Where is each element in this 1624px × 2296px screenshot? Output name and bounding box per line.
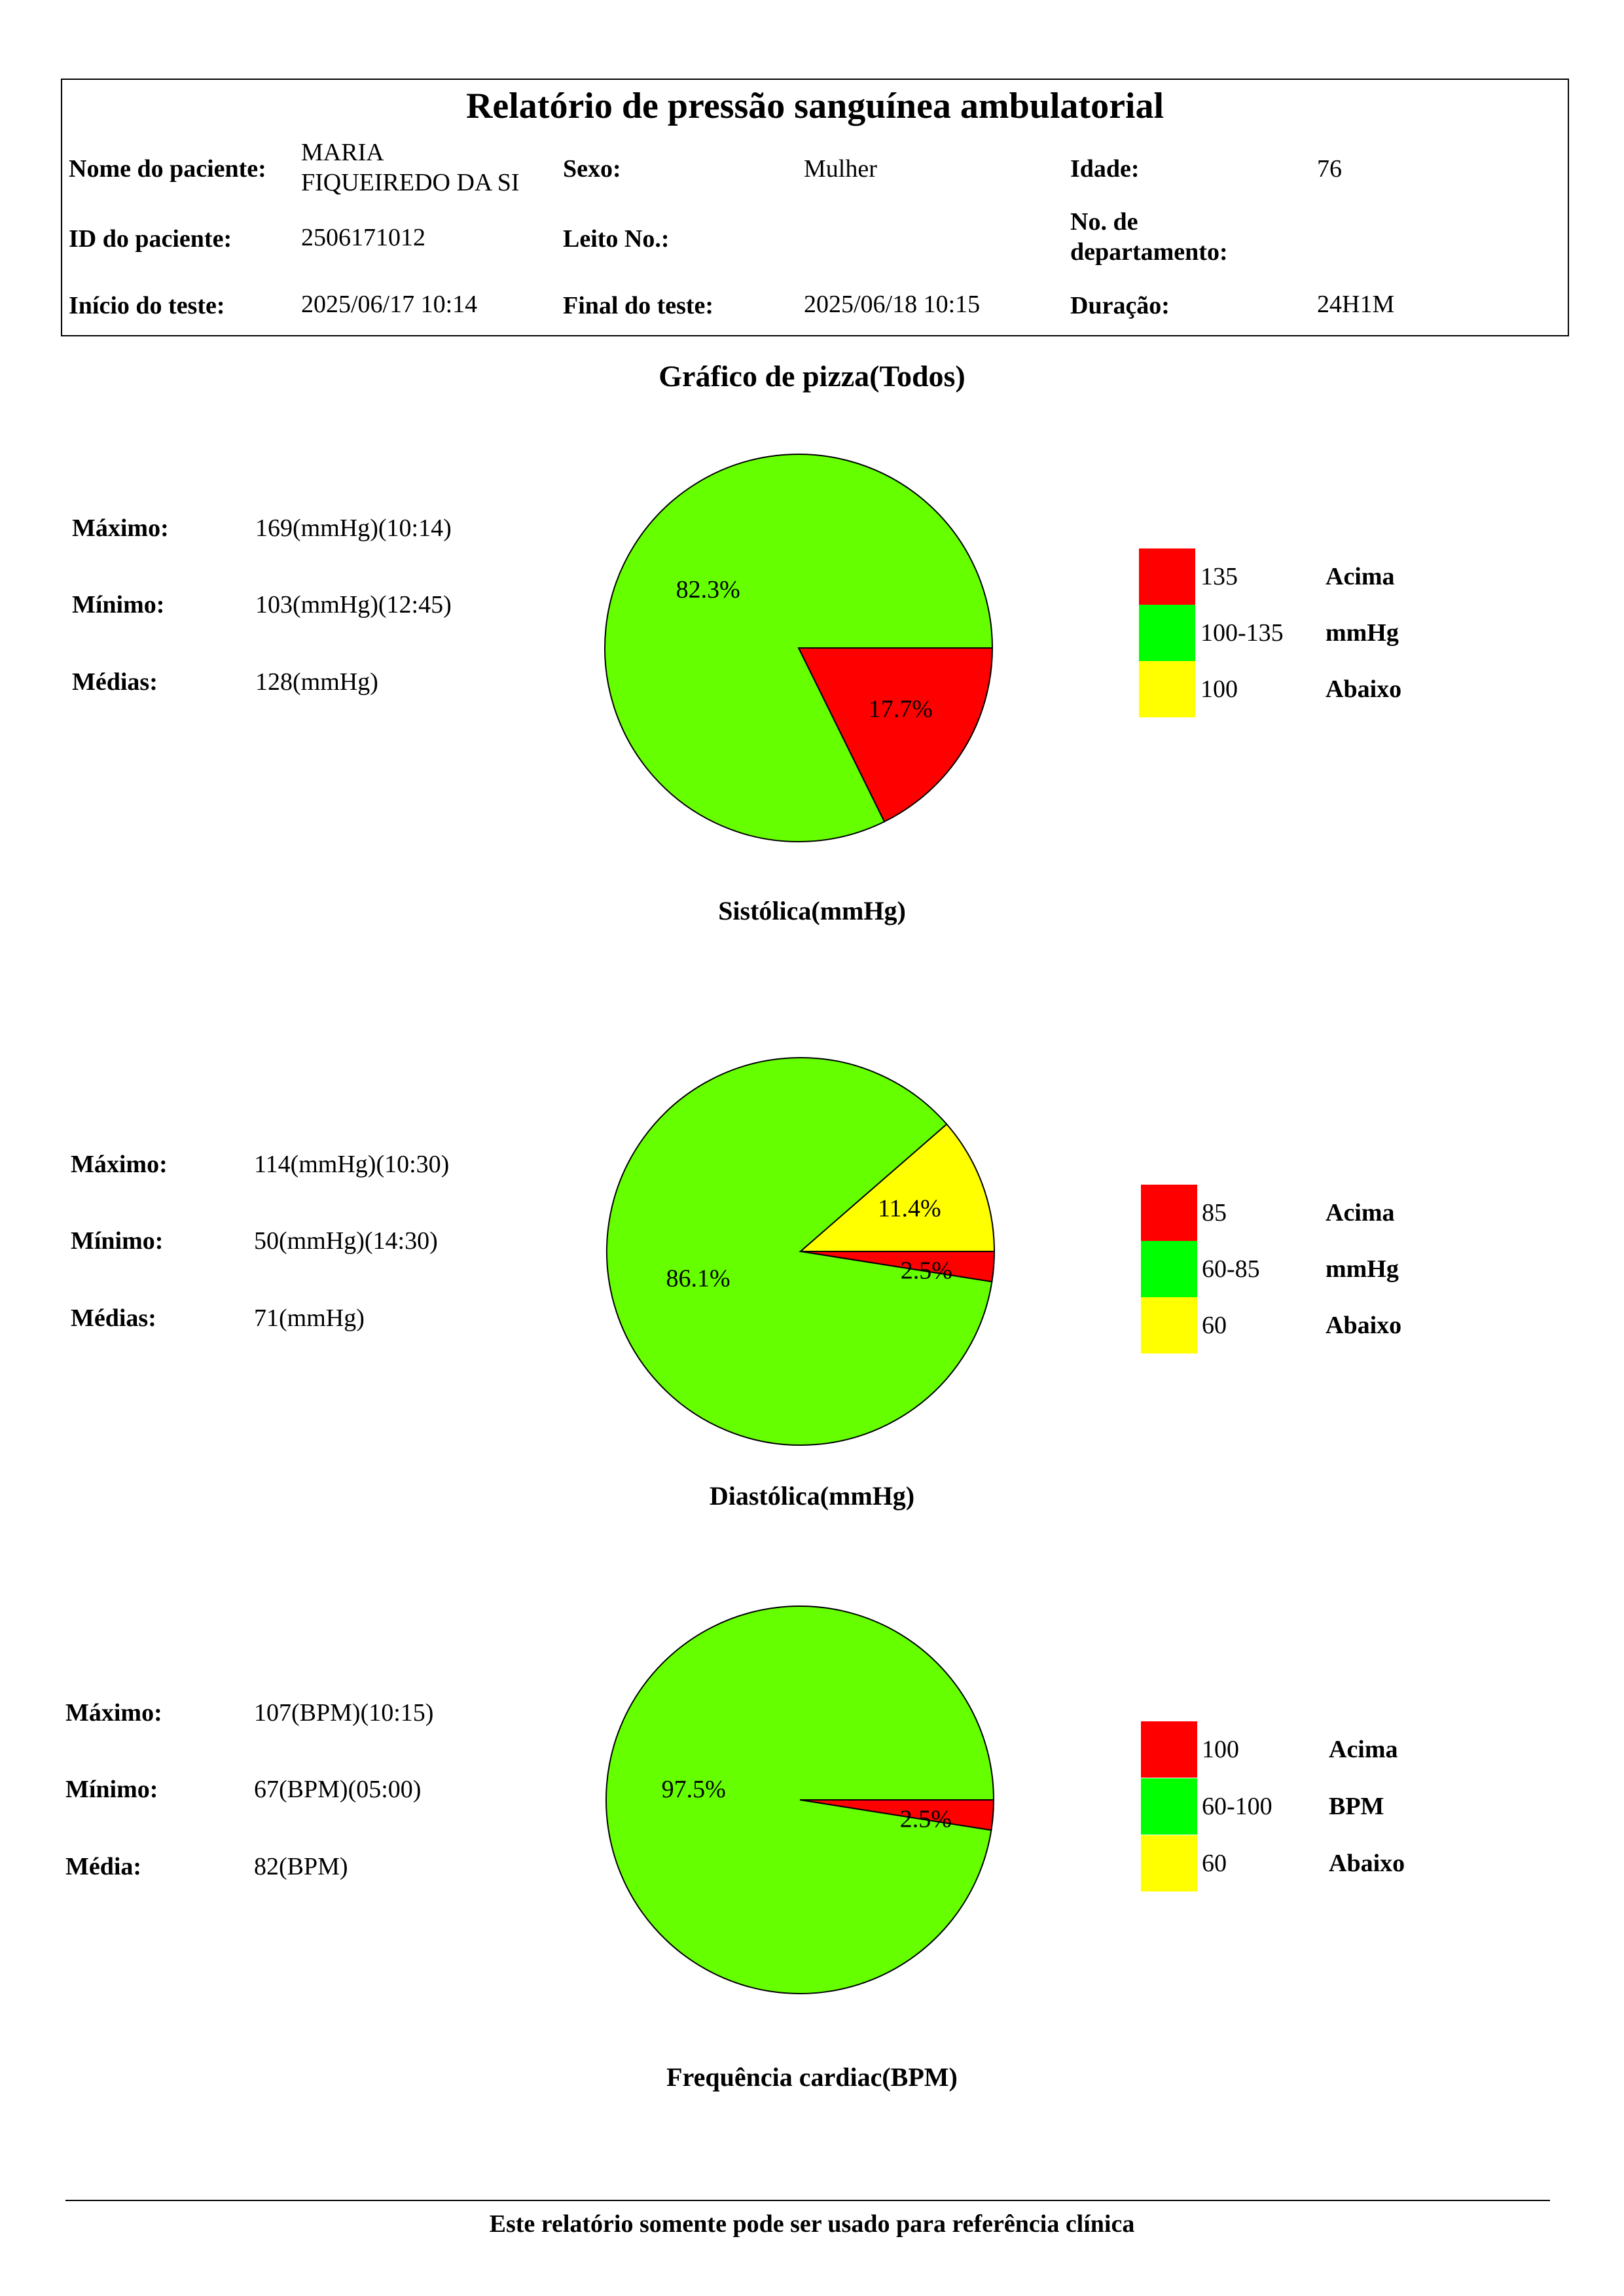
duration-label: Duração: bbox=[1070, 292, 1170, 319]
legend-range-below: 60 bbox=[1202, 1850, 1227, 1877]
diastolic-chart-title: Diastólica(mmHg) bbox=[709, 1481, 915, 1511]
diastolic-panel: Máximo: 114(mmHg)(10:30) Mínimo: 50(mmHg… bbox=[0, 1055, 1624, 1644]
legend-swatch-below bbox=[1141, 1835, 1197, 1892]
systolic-chart-title: Sistólica(mmHg) bbox=[718, 896, 906, 925]
stat-label-max: Máximo: bbox=[65, 1699, 162, 1727]
end-value: 2025/06/18 10:15 bbox=[804, 291, 981, 318]
pie-label-normal: 97.5% bbox=[662, 1776, 726, 1803]
legend-swatch-above bbox=[1141, 1185, 1197, 1241]
pie-label-below: 11.4% bbox=[878, 1194, 941, 1222]
patient-name-label: Nome do paciente: bbox=[69, 155, 266, 183]
legend-range-above: 135 bbox=[1200, 563, 1238, 590]
legend-label-below: Abaixo bbox=[1329, 1850, 1405, 1877]
stat-value-max: 114(mmHg)(10:30) bbox=[254, 1151, 450, 1178]
legend-swatch-above bbox=[1141, 1721, 1197, 1778]
legend-label-normal: mmHg bbox=[1326, 1255, 1399, 1283]
department-label-line1: No. de bbox=[1070, 208, 1138, 236]
legend-range-normal: 60-100 bbox=[1202, 1793, 1272, 1820]
stat-label-min: Mínimo: bbox=[72, 591, 165, 619]
legend-range-above: 85 bbox=[1202, 1199, 1227, 1227]
legend-range-below: 100 bbox=[1200, 675, 1238, 703]
legend-swatch-normal bbox=[1139, 605, 1195, 661]
stat-value-avg: 128(mmHg) bbox=[255, 668, 378, 696]
diastolic-pie-chart: 2.5% 86.1% 11.4% bbox=[606, 1057, 996, 1446]
pie-label-above: 2.5% bbox=[900, 1805, 952, 1833]
legend-swatch-normal bbox=[1141, 1778, 1197, 1835]
heart-rate-panel: Máximo: 107(BPM)(10:15) Mínimo: 67(BPM)(… bbox=[0, 1604, 1624, 2193]
legend-label-above: Acima bbox=[1326, 563, 1395, 590]
stat-label-max: Máximo: bbox=[71, 1151, 168, 1178]
legend-swatch-below bbox=[1141, 1297, 1197, 1354]
department-label-line2: departamento: bbox=[1070, 238, 1228, 266]
stat-label-max: Máximo: bbox=[72, 514, 169, 542]
report-title: Relatório de pressão sanguínea ambulator… bbox=[465, 86, 1164, 126]
legend-range-below: 60 bbox=[1202, 1312, 1227, 1339]
patient-name-line2: FIQUEIREDO DA SI bbox=[301, 169, 520, 196]
legend-label-above: Acima bbox=[1326, 1199, 1395, 1227]
stat-label-avg: Médias: bbox=[71, 1304, 156, 1332]
systolic-pie-chart: 17.7% 82.3% bbox=[604, 454, 994, 842]
legend-label-below: Abaixo bbox=[1326, 675, 1402, 703]
stat-value-max: 169(mmHg)(10:14) bbox=[255, 514, 452, 542]
pie-label-normal: 82.3% bbox=[676, 576, 740, 603]
page-title: Gráfico de pizza(Todos) bbox=[659, 359, 965, 393]
pie-label-above: 17.7% bbox=[869, 696, 933, 723]
patient-name-line1: MARIA bbox=[301, 139, 384, 166]
heart-rate-pie-chart: 2.5% 97.5% bbox=[605, 1605, 995, 1994]
start-value: 2025/06/17 10:14 bbox=[301, 291, 478, 318]
stat-value-avg: 71(mmHg) bbox=[254, 1304, 365, 1332]
legend-swatch-below bbox=[1139, 661, 1195, 717]
legend-swatch-normal bbox=[1141, 1241, 1197, 1297]
end-label: Final do teste: bbox=[563, 292, 714, 319]
patient-info-box: Relatório de pressão sanguínea ambulator… bbox=[61, 79, 1569, 336]
systolic-panel: Máximo: 169(mmHg)(10:14) Mínimo: 103(mmH… bbox=[0, 419, 1624, 1008]
start-label: Início do teste: bbox=[69, 292, 225, 319]
stat-value-max: 107(BPM)(10:15) bbox=[254, 1699, 434, 1727]
legend-label-below: Abaixo bbox=[1326, 1312, 1402, 1339]
heart-rate-chart-title: Frequência cardiac(BPM) bbox=[666, 2062, 958, 2092]
footer-note: Este relatório somente pode ser usado pa… bbox=[489, 2210, 1135, 2238]
pie-slice-normal bbox=[606, 1057, 993, 1446]
pie-slice-normal bbox=[605, 1605, 995, 1994]
stat-value-avg: 82(BPM) bbox=[254, 1853, 348, 1880]
legend-range-above: 100 bbox=[1202, 1736, 1239, 1763]
legend-label-above: Acima bbox=[1329, 1736, 1398, 1763]
stat-value-min: 67(BPM)(05:00) bbox=[254, 1776, 422, 1803]
legend-range-normal: 100-135 bbox=[1200, 619, 1284, 647]
pie-slice-normal bbox=[604, 454, 994, 842]
sex-value: Mulher bbox=[804, 155, 877, 183]
legend-label-normal: BPM bbox=[1329, 1793, 1384, 1820]
stat-value-min: 50(mmHg)(14:30) bbox=[254, 1227, 438, 1255]
age-value: 76 bbox=[1317, 155, 1342, 183]
stat-label-avg: Média: bbox=[65, 1853, 142, 1880]
legend-range-normal: 60-85 bbox=[1202, 1255, 1260, 1283]
legend-swatch-above bbox=[1139, 548, 1195, 605]
stat-value-min: 103(mmHg)(12:45) bbox=[255, 591, 452, 619]
pie-slice-above bbox=[797, 647, 994, 823]
stat-label-min: Mínimo: bbox=[71, 1227, 164, 1255]
age-label: Idade: bbox=[1070, 155, 1140, 183]
stat-label-avg: Médias: bbox=[72, 668, 158, 696]
pie-label-normal: 86.1% bbox=[666, 1265, 730, 1293]
pie-slice-below bbox=[799, 1123, 996, 1252]
stat-label-min: Mínimo: bbox=[65, 1776, 158, 1803]
bed-label: Leito No.: bbox=[563, 225, 670, 253]
legend-label-normal: mmHg bbox=[1326, 619, 1399, 647]
footer-divider bbox=[65, 2200, 1550, 2201]
sex-label: Sexo: bbox=[563, 155, 621, 183]
pie-label-above: 2.5% bbox=[901, 1257, 952, 1284]
patient-id-value: 2506171012 bbox=[301, 224, 425, 251]
duration-value: 24H1M bbox=[1317, 291, 1395, 318]
patient-id-label: ID do paciente: bbox=[69, 225, 232, 253]
